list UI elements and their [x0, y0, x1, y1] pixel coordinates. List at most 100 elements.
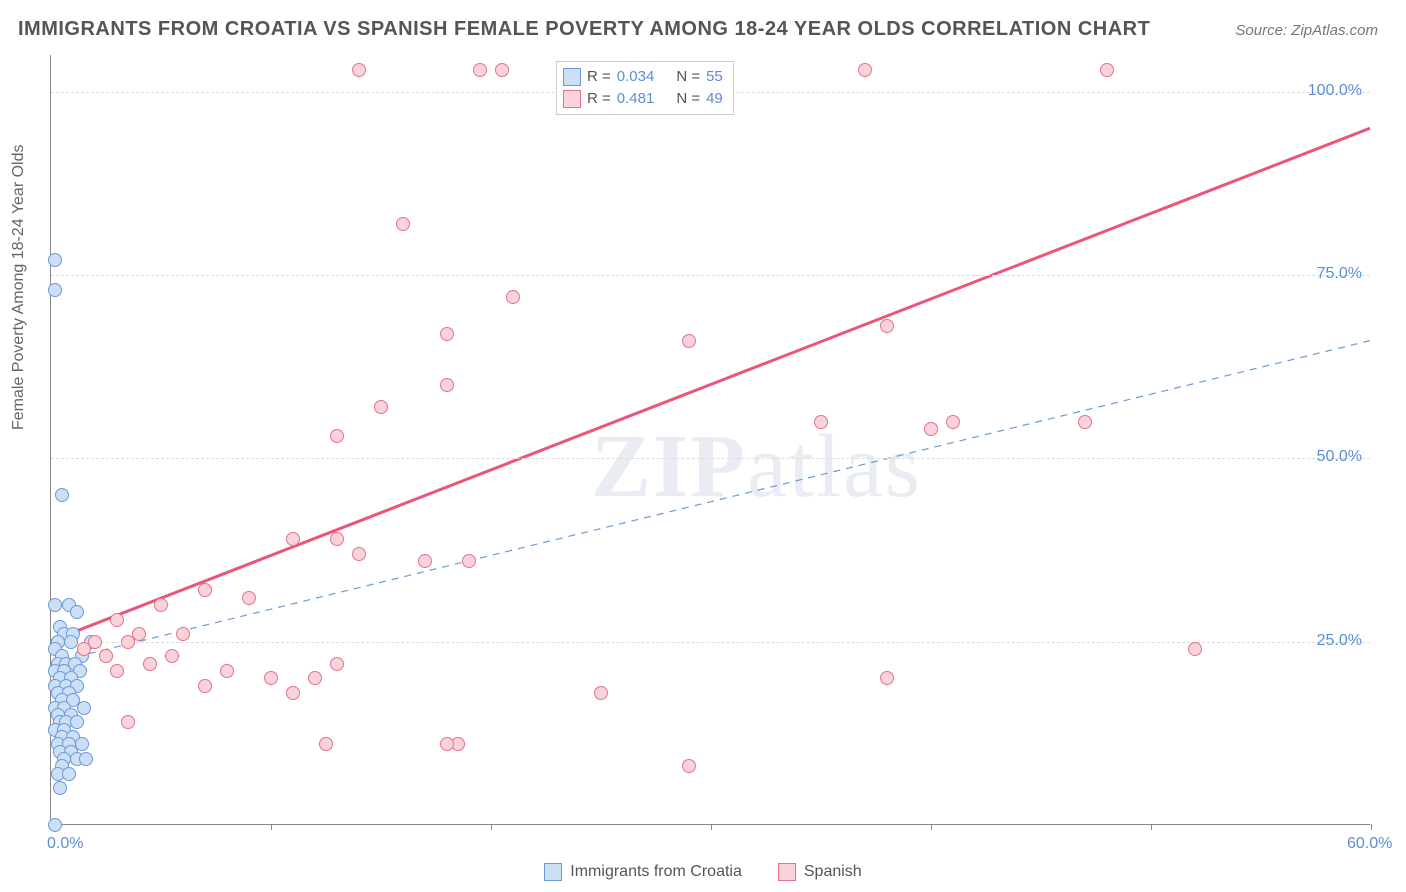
x-tick: [271, 824, 272, 830]
r-value-spanish: 0.481: [617, 88, 655, 110]
legend-swatch-croatia: [544, 863, 562, 881]
data-point-spanish: [330, 429, 344, 443]
data-point-croatia: [79, 752, 93, 766]
data-point-spanish: [286, 686, 300, 700]
data-point-spanish: [198, 583, 212, 597]
swatch-croatia: [563, 68, 581, 86]
data-point-spanish: [440, 378, 454, 392]
data-point-spanish: [242, 591, 256, 605]
data-point-spanish: [440, 327, 454, 341]
trendline-spanish: [51, 128, 1370, 641]
data-point-spanish: [286, 532, 300, 546]
source-prefix: Source:: [1235, 22, 1291, 39]
stats-row-croatia: R = 0.034 N = 55: [563, 66, 723, 88]
x-tick: [931, 824, 932, 830]
data-point-spanish: [880, 319, 894, 333]
r-label: R =: [587, 88, 611, 110]
data-point-spanish: [154, 598, 168, 612]
data-point-spanish: [121, 715, 135, 729]
stats-legend: R = 0.034 N = 55 R = 0.481 N = 49: [556, 61, 734, 115]
data-point-croatia: [77, 701, 91, 715]
data-point-spanish: [1078, 415, 1092, 429]
y-axis-label: Female Poverty Among 18-24 Year Olds: [10, 145, 28, 431]
data-point-spanish: [220, 664, 234, 678]
data-point-spanish: [352, 547, 366, 561]
data-point-spanish: [473, 63, 487, 77]
data-point-spanish: [77, 642, 91, 656]
r-label: R =: [587, 66, 611, 88]
data-point-spanish: [1100, 63, 1114, 77]
y-tick-label: 100.0%: [1308, 82, 1362, 100]
source-attribution: Source: ZipAtlas.com: [1235, 22, 1378, 39]
data-point-spanish: [198, 679, 212, 693]
stats-row-spanish: R = 0.481 N = 49: [563, 88, 723, 110]
data-point-spanish: [176, 627, 190, 641]
data-point-spanish: [308, 671, 322, 685]
data-point-croatia: [64, 635, 78, 649]
data-point-spanish: [110, 613, 124, 627]
data-point-croatia: [55, 488, 69, 502]
data-point-spanish: [880, 671, 894, 685]
swatch-spanish: [563, 90, 581, 108]
data-point-spanish: [594, 686, 608, 700]
x-tick: [711, 824, 712, 830]
data-point-spanish: [924, 422, 938, 436]
data-point-spanish: [264, 671, 278, 685]
y-tick-label: 50.0%: [1317, 448, 1362, 466]
y-tick-label: 75.0%: [1317, 265, 1362, 283]
data-point-spanish: [440, 737, 454, 751]
trendline-croatia: [51, 341, 1370, 663]
legend-label-spanish: Spanish: [804, 863, 862, 881]
source-name: ZipAtlas.com: [1291, 22, 1378, 39]
data-point-spanish: [99, 649, 113, 663]
data-point-spanish: [858, 63, 872, 77]
legend-swatch-spanish: [778, 863, 796, 881]
data-point-croatia: [62, 767, 76, 781]
data-point-spanish: [396, 217, 410, 231]
data-point-spanish: [319, 737, 333, 751]
gridline: [51, 275, 1370, 276]
gridline: [51, 642, 1370, 643]
data-point-spanish: [143, 657, 157, 671]
x-tick: [1371, 824, 1372, 830]
data-point-spanish: [165, 649, 179, 663]
data-point-spanish: [462, 554, 476, 568]
n-label: N =: [676, 88, 700, 110]
n-value-croatia: 55: [706, 66, 723, 88]
legend-item-spanish: Spanish: [778, 863, 862, 881]
data-point-spanish: [418, 554, 432, 568]
data-point-spanish: [330, 532, 344, 546]
x-tick: [1151, 824, 1152, 830]
plot-area: ZIPatlas 25.0%50.0%75.0%100.0% 0.0%60.0%…: [50, 55, 1370, 825]
data-point-spanish: [110, 664, 124, 678]
y-tick-label: 25.0%: [1317, 632, 1362, 650]
data-point-spanish: [495, 63, 509, 77]
data-point-croatia: [48, 253, 62, 267]
n-label: N =: [676, 66, 700, 88]
data-point-spanish: [682, 759, 696, 773]
data-point-spanish: [1188, 642, 1202, 656]
r-value-croatia: 0.034: [617, 66, 655, 88]
data-point-spanish: [121, 635, 135, 649]
data-point-croatia: [70, 715, 84, 729]
x-tick-label: 0.0%: [47, 835, 83, 853]
gridline: [51, 458, 1370, 459]
legend-label-croatia: Immigrants from Croatia: [570, 863, 742, 881]
data-point-croatia: [70, 605, 84, 619]
data-point-spanish: [946, 415, 960, 429]
data-point-croatia: [48, 818, 62, 832]
data-point-spanish: [814, 415, 828, 429]
data-point-spanish: [330, 657, 344, 671]
data-point-spanish: [682, 334, 696, 348]
legend-item-croatia: Immigrants from Croatia: [544, 863, 742, 881]
data-point-croatia: [48, 598, 62, 612]
bottom-legend: Immigrants from Croatia Spanish: [0, 863, 1406, 886]
x-tick: [491, 824, 492, 830]
n-value-spanish: 49: [706, 88, 723, 110]
x-tick-label: 60.0%: [1347, 835, 1392, 853]
data-point-spanish: [506, 290, 520, 304]
data-point-spanish: [352, 63, 366, 77]
data-point-croatia: [48, 283, 62, 297]
chart-title: IMMIGRANTS FROM CROATIA VS SPANISH FEMAL…: [18, 18, 1150, 41]
trend-lines-svg: [51, 55, 1370, 824]
